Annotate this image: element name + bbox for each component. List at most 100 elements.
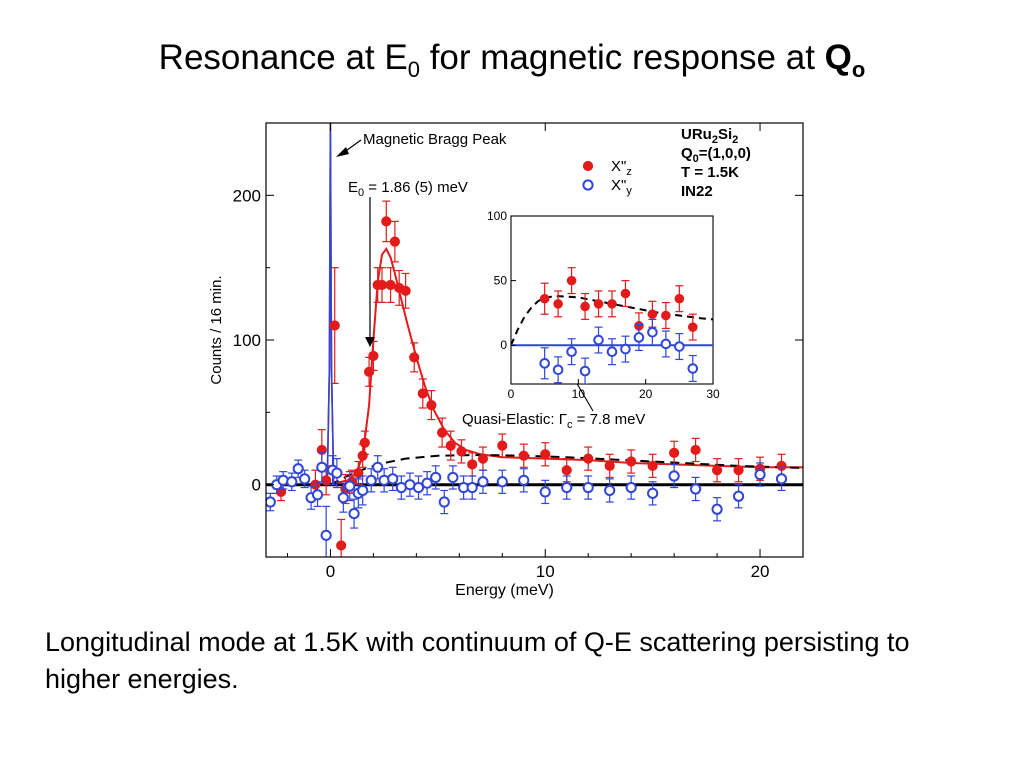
main-point-y <box>604 484 616 497</box>
y-axis-label: Counts / 16 min. <box>208 275 225 384</box>
inset-x-tick-label: 20 <box>639 387 653 401</box>
legend-sub: y <box>626 185 632 197</box>
info-text: IN22 <box>681 183 713 200</box>
info-text: Q <box>681 145 693 162</box>
info-line: Q0=(1,0,0) <box>681 145 751 165</box>
annotation-quasi-elastic: Quasi-Elastic: Γc = 7.8 meV <box>462 411 645 431</box>
info-sub: 2 <box>712 134 718 146</box>
title-q: Q <box>824 38 852 77</box>
inset-point-z <box>688 322 698 332</box>
inset-point-z <box>620 288 631 299</box>
main-point-z <box>540 449 551 460</box>
main-point-y <box>344 480 356 492</box>
main-point-z <box>389 236 400 247</box>
title-middle: for magnetic response at <box>419 38 825 77</box>
legend-marker-z <box>582 160 594 172</box>
main-point-z <box>561 465 572 476</box>
main-point-z <box>690 444 701 456</box>
inset-point-y <box>552 364 564 376</box>
info-line: IN22 <box>681 183 713 200</box>
y-tick-label: 100 <box>233 331 261 350</box>
main-point-y <box>732 490 745 502</box>
slide-title: Resonance at E0 for magnetic response at… <box>0 36 1024 82</box>
main-point-y <box>754 468 766 481</box>
e0-sub: 0 <box>358 187 364 199</box>
inset-point-y <box>606 346 618 357</box>
title-prefix: Resonance at E <box>158 38 408 77</box>
main-point-z <box>321 475 332 486</box>
main-point-y <box>320 529 332 541</box>
main-point-z <box>583 453 594 464</box>
caption: Longitudinal mode at 1.5K with continuum… <box>45 627 910 694</box>
main-point-y <box>647 487 659 499</box>
annotation-bragg: Magnetic Bragg Peak <box>363 131 507 148</box>
legend-text: X" <box>611 177 626 194</box>
main-point-y <box>496 476 508 488</box>
legend-label: X"z <box>611 158 632 178</box>
main-point-z <box>426 400 437 411</box>
inset-x-tick-label: 10 <box>572 387 586 401</box>
main-point-z <box>417 388 428 399</box>
legend-label: X"y <box>611 177 632 197</box>
main-point-z <box>409 352 420 363</box>
inset-point-z <box>607 299 617 309</box>
main-point-y <box>518 474 530 486</box>
inset-x-tick-label: 0 <box>508 387 515 401</box>
main-point-z <box>477 453 489 464</box>
main-point-y <box>387 473 399 485</box>
qe-sub: c <box>567 419 573 431</box>
main-point-y <box>421 477 433 489</box>
main-point-z <box>733 465 744 476</box>
main-point-y <box>430 471 442 484</box>
info-text: T = 1.5K <box>681 164 739 181</box>
qe-gamma: Γ <box>559 411 567 428</box>
main-point-y <box>299 473 311 485</box>
y-tick-label: 200 <box>233 186 261 205</box>
main-point-z <box>604 460 615 471</box>
inset-x-tick-label: 30 <box>706 387 720 401</box>
info-line: URu2Si2 <box>681 126 738 146</box>
inset-point-z <box>661 310 671 321</box>
main-point-z <box>467 459 478 470</box>
main-point-z <box>359 437 370 448</box>
curve-magnetic-Bragg-peak-4 <box>326 123 335 485</box>
e0-text: = 1.86 (5) meV <box>364 179 468 196</box>
inset-point-z <box>553 299 563 309</box>
main-point-y <box>365 474 377 486</box>
info-text: Si <box>718 126 732 143</box>
qe-text: = 7.8 meV <box>572 411 645 428</box>
main-point-y <box>311 489 324 501</box>
main-point-z <box>329 320 340 331</box>
main-point-y <box>438 496 450 508</box>
main-point-y <box>561 481 573 494</box>
inset-point-z <box>647 309 658 320</box>
main-point-z <box>647 460 658 471</box>
inset-y-tick-label: 0 <box>500 338 507 352</box>
main-point-y <box>711 503 723 515</box>
main-point-z <box>381 216 392 227</box>
inset-point-z <box>593 299 604 309</box>
main-point-z <box>445 440 456 451</box>
inset-point-y <box>566 346 577 357</box>
main-plot-area <box>266 123 803 557</box>
main-point-y <box>348 508 360 520</box>
x-tick-label: 0 <box>326 562 335 581</box>
inset-plot-area <box>511 267 713 384</box>
main-point-z <box>626 456 637 467</box>
inset-point-y <box>593 334 604 346</box>
main-point-z <box>669 447 680 458</box>
inset-point-y <box>633 332 645 343</box>
inset-point-z <box>566 275 577 286</box>
main-point-y <box>357 484 369 497</box>
y-tick-label: 0 <box>252 476 261 495</box>
main-point-z <box>711 465 723 476</box>
main-point-y <box>668 470 680 482</box>
x-axis-label: Energy (meV) <box>455 582 554 599</box>
title-sub-zero: 0 <box>407 57 420 82</box>
qe-text: Quasi-Elastic: <box>462 411 559 428</box>
info-sub: 2 <box>732 134 738 146</box>
main-point-y <box>582 481 594 494</box>
inset-point-y <box>579 365 591 377</box>
main-point-z <box>376 279 388 291</box>
main-point-y <box>690 483 702 495</box>
